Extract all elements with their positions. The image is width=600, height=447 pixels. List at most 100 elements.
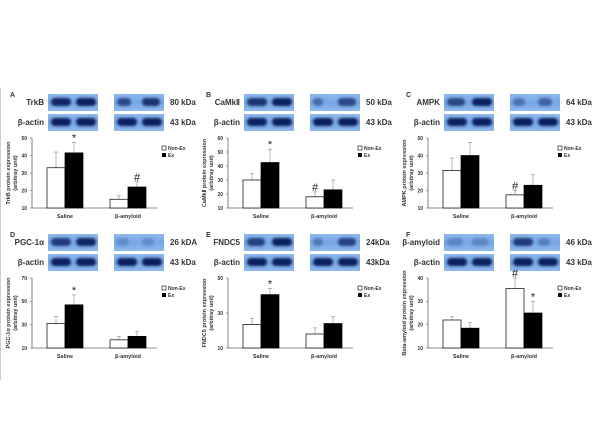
bar-ex — [260, 162, 280, 209]
western-blot-actin — [48, 114, 98, 131]
actin-kda-label: 43kDa — [366, 258, 390, 267]
kda-label: 80 kDa — [170, 98, 196, 107]
actin-kda-label: 43 kDa — [366, 118, 392, 127]
legend-non-ex: Non-Ex — [564, 286, 582, 292]
protein-band — [447, 118, 467, 126]
protein-band — [117, 98, 131, 106]
y-axis-unit: (arbitray unit) — [209, 295, 215, 331]
bar-non-ex — [305, 333, 325, 349]
y-axis-unit: (arbitray unit) — [409, 295, 415, 331]
protein-band — [538, 258, 558, 266]
panel-e: E FNDC5 β-actin 24kDa 43kDa FNDC5 protein exp… — [198, 228, 394, 368]
legend-non-ex: Non-Ex — [168, 286, 186, 292]
y-tick-label: 30 — [217, 311, 223, 317]
bar-ex — [323, 323, 343, 349]
bar-ex — [523, 184, 543, 209]
protein-label: CaMkⅡ — [214, 98, 240, 107]
protein-band — [472, 258, 492, 266]
y-tick-label: 20 — [21, 188, 27, 194]
western-blot-actin — [310, 114, 360, 131]
y-axis-unit: (arbitray unit) — [13, 155, 19, 191]
protein-band — [272, 238, 292, 246]
bar-non-ex — [442, 170, 462, 209]
actin-label: β-actin — [213, 118, 240, 127]
figure-border — [0, 88, 1, 380]
y-axis-label: AMPK protein expression — [402, 139, 408, 207]
y-tick-label: 50 — [21, 299, 27, 305]
protein-label: PGC-1α — [14, 238, 44, 247]
legend-non-ex: Non-Ex — [364, 286, 382, 292]
y-tick-label: 40 — [417, 153, 423, 159]
protein-band — [247, 258, 267, 266]
y-tick-label: 30 — [21, 322, 27, 328]
protein-band — [513, 258, 533, 266]
bar-chart: TrkB protein expression (arbitray unit) 10… — [2, 132, 198, 229]
protein-band — [247, 238, 265, 246]
panel-letter: F — [406, 232, 411, 239]
protein-band — [142, 238, 154, 246]
protein-band — [513, 118, 533, 126]
x-category-label: Saline — [253, 354, 269, 360]
significance-asterisk: * — [268, 139, 273, 151]
bar-ex — [523, 312, 543, 349]
protein-band — [447, 238, 463, 246]
y-tick-label: 60 — [217, 136, 223, 142]
western-blot-actin — [510, 254, 560, 271]
bar-ex — [127, 186, 147, 209]
protein-band — [142, 98, 160, 106]
bar-chart: AMPK protein expression (arbitray unit) 10… — [398, 134, 594, 229]
protein-band — [313, 118, 333, 126]
bar-non-ex — [242, 179, 262, 209]
protein-band — [338, 118, 358, 126]
y-axis-label: Beta-amyloid protein expression — [402, 270, 408, 356]
western-blot-target — [444, 94, 494, 111]
protein-band — [472, 98, 492, 106]
western-blot-actin — [114, 114, 164, 131]
protein-band — [513, 238, 533, 246]
legend-non-ex: Non-Ex — [168, 146, 186, 152]
kda-label: 50 kDa — [366, 98, 392, 107]
legend-ex: Ex — [564, 293, 570, 299]
y-tick-label: 30 — [217, 178, 223, 184]
protein-band — [51, 118, 71, 126]
protein-band — [117, 258, 137, 266]
protein-band — [513, 98, 525, 106]
western-blot-target — [244, 234, 294, 251]
protein-band — [472, 118, 492, 126]
western-blot-target — [114, 94, 164, 111]
x-category-label: β-amyloid — [115, 214, 141, 220]
significance-hash: # — [312, 182, 319, 194]
panel-letter: A — [10, 92, 16, 99]
bar-non-ex — [46, 323, 66, 349]
bar-non-ex — [242, 324, 262, 349]
bar-chart: PGC-1α protein expression (arbitray unit)… — [2, 274, 198, 369]
panel-letter: B — [206, 92, 212, 99]
bar-ex — [460, 327, 480, 349]
y-tick-label: 30 — [417, 299, 423, 305]
y-tick-label: 10 — [217, 346, 223, 352]
protein-band — [313, 98, 323, 106]
bar-chart: CaMkⅡ protein expression (arbitray unit) 1… — [198, 134, 394, 229]
significance-asterisk: * — [72, 285, 77, 297]
western-blot-target — [310, 94, 360, 111]
y-tick-label: 40 — [21, 153, 27, 159]
x-category-label: β-amyloid — [311, 354, 337, 360]
protein-band — [76, 118, 96, 126]
bar-ex — [127, 335, 147, 349]
y-tick-label: 10 — [21, 346, 27, 352]
western-blot-target — [114, 234, 164, 251]
protein-band — [117, 118, 137, 126]
bar-non-ex — [109, 339, 129, 349]
western-blot-actin — [114, 254, 164, 271]
bar-non-ex — [109, 198, 129, 209]
significance-hash: # — [512, 268, 519, 280]
protein-band — [142, 258, 162, 266]
protein-band — [76, 238, 96, 246]
y-tick-label: 20 — [217, 192, 223, 198]
protein-band — [313, 238, 323, 246]
protein-band — [447, 258, 467, 266]
y-axis-unit: (arbitray unit) — [409, 155, 415, 191]
